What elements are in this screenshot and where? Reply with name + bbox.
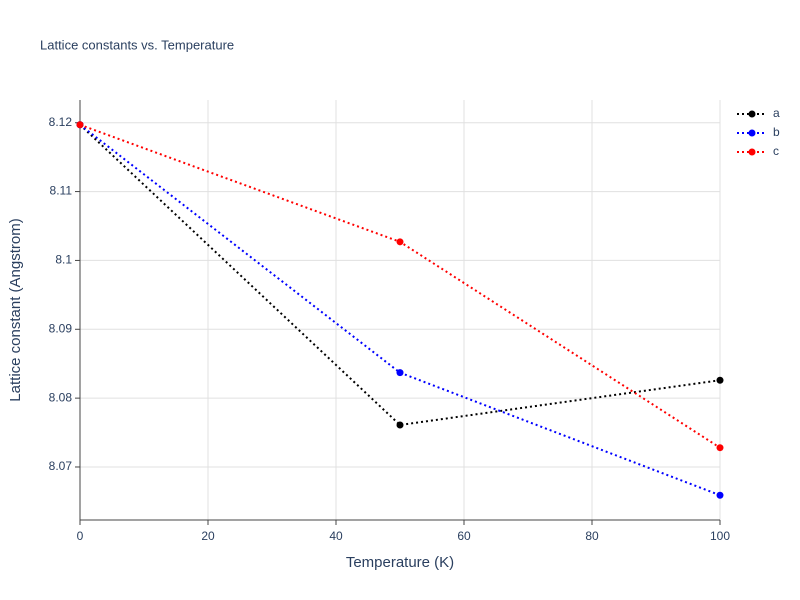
y-tick-label: 8.12 xyxy=(49,115,73,129)
legend-marker xyxy=(748,129,756,137)
y-tick-label: 8.1 xyxy=(55,253,72,267)
x-tick-label: 40 xyxy=(329,529,343,543)
y-axis-label: Lattice constant (Angstrom) xyxy=(7,218,24,401)
data-point xyxy=(396,238,404,246)
data-point xyxy=(76,121,84,129)
legend-marker xyxy=(748,148,756,156)
y-tick-label: 8.11 xyxy=(50,184,73,198)
y-tick-label: 8.09 xyxy=(49,321,73,335)
data-point xyxy=(396,369,404,377)
data-point xyxy=(716,376,724,384)
y-tick-label: 8.08 xyxy=(49,390,73,404)
chart-title: Lattice constants vs. Temperature xyxy=(40,37,234,52)
legend-label: a xyxy=(773,106,780,120)
legend-label: b xyxy=(773,125,780,139)
x-tick-label: 0 xyxy=(77,529,84,543)
x-tick-label: 80 xyxy=(585,529,599,543)
data-point xyxy=(716,444,724,452)
legend-label: c xyxy=(773,144,779,158)
x-axis-label: Temperature (K) xyxy=(346,554,454,571)
x-tick-label: 60 xyxy=(457,529,471,543)
x-tick-label: 100 xyxy=(710,529,730,543)
x-tick-label: 20 xyxy=(201,529,215,543)
legend-marker xyxy=(748,110,756,118)
y-tick-label: 8.07 xyxy=(49,459,73,473)
series-line xyxy=(79,123,721,449)
data-point xyxy=(396,421,404,429)
series-line xyxy=(79,124,721,427)
series-line xyxy=(79,123,721,497)
data-point xyxy=(716,491,724,499)
